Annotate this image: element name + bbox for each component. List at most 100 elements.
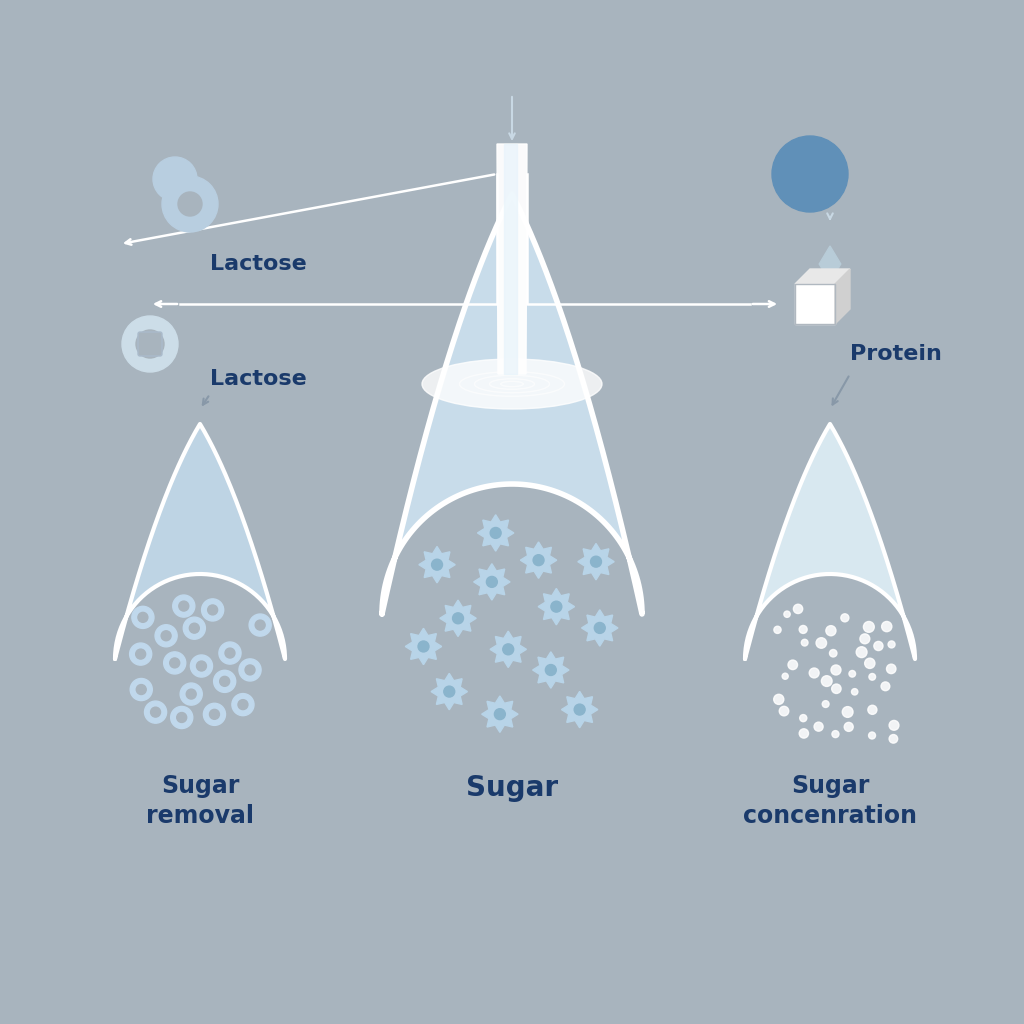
Circle shape: [486, 577, 498, 588]
Circle shape: [183, 617, 206, 639]
Polygon shape: [578, 544, 614, 580]
Polygon shape: [532, 652, 569, 688]
Circle shape: [574, 705, 585, 715]
Circle shape: [802, 639, 808, 646]
Circle shape: [821, 676, 833, 686]
Circle shape: [495, 709, 505, 720]
Polygon shape: [497, 144, 527, 374]
Circle shape: [843, 707, 853, 718]
Circle shape: [130, 643, 152, 666]
Circle shape: [161, 631, 171, 641]
Circle shape: [844, 722, 853, 731]
Polygon shape: [795, 284, 835, 324]
Circle shape: [219, 642, 241, 665]
Circle shape: [830, 665, 841, 675]
Circle shape: [418, 641, 429, 652]
Circle shape: [136, 330, 164, 358]
Circle shape: [774, 694, 783, 705]
Circle shape: [162, 176, 218, 232]
Circle shape: [136, 685, 146, 694]
Circle shape: [546, 665, 556, 676]
Circle shape: [829, 649, 837, 657]
Circle shape: [864, 658, 874, 669]
Circle shape: [809, 668, 819, 678]
Polygon shape: [419, 547, 456, 583]
Circle shape: [788, 660, 798, 670]
Circle shape: [860, 634, 869, 644]
Circle shape: [534, 555, 544, 565]
Circle shape: [594, 623, 605, 634]
Polygon shape: [490, 631, 526, 668]
Circle shape: [255, 621, 265, 630]
Circle shape: [849, 671, 856, 677]
Circle shape: [132, 606, 154, 629]
Polygon shape: [382, 194, 642, 614]
Circle shape: [782, 673, 788, 679]
Polygon shape: [474, 563, 510, 600]
Circle shape: [822, 700, 829, 708]
Circle shape: [220, 677, 229, 686]
Polygon shape: [835, 269, 850, 324]
Circle shape: [852, 688, 858, 695]
Circle shape: [863, 622, 874, 633]
Circle shape: [591, 556, 601, 567]
Circle shape: [171, 707, 193, 728]
Circle shape: [122, 316, 178, 372]
Circle shape: [856, 647, 867, 657]
Circle shape: [138, 612, 147, 623]
Circle shape: [245, 665, 255, 675]
Polygon shape: [795, 269, 850, 284]
Circle shape: [225, 648, 234, 658]
Circle shape: [816, 638, 826, 648]
Circle shape: [873, 641, 883, 650]
Circle shape: [453, 612, 464, 624]
Circle shape: [190, 655, 213, 677]
Polygon shape: [745, 424, 915, 659]
Circle shape: [155, 625, 177, 647]
Circle shape: [799, 626, 807, 634]
Circle shape: [831, 684, 841, 693]
Circle shape: [197, 662, 207, 671]
Polygon shape: [819, 246, 841, 282]
Circle shape: [186, 689, 197, 699]
Circle shape: [144, 701, 167, 723]
Circle shape: [814, 722, 823, 731]
Circle shape: [189, 624, 200, 633]
Polygon shape: [582, 609, 617, 646]
Text: Lactose: Lactose: [210, 369, 307, 389]
Text: Protein: Protein: [850, 344, 942, 364]
Circle shape: [551, 601, 562, 612]
Polygon shape: [406, 629, 441, 665]
Circle shape: [130, 679, 153, 700]
Polygon shape: [431, 674, 468, 710]
Circle shape: [170, 658, 179, 668]
Circle shape: [825, 626, 836, 636]
Circle shape: [882, 622, 892, 632]
Circle shape: [204, 703, 225, 725]
Circle shape: [889, 721, 899, 730]
Text: Sugar
removal: Sugar removal: [146, 774, 254, 827]
Circle shape: [208, 605, 218, 614]
Circle shape: [889, 734, 898, 743]
Circle shape: [881, 682, 890, 691]
Circle shape: [238, 699, 248, 710]
Circle shape: [177, 713, 186, 723]
Circle shape: [431, 559, 442, 570]
Polygon shape: [440, 600, 476, 637]
Circle shape: [153, 157, 197, 201]
Polygon shape: [520, 542, 557, 579]
Ellipse shape: [422, 359, 602, 409]
Polygon shape: [115, 424, 285, 659]
Circle shape: [869, 674, 876, 680]
Polygon shape: [539, 589, 574, 625]
Circle shape: [151, 708, 161, 717]
Circle shape: [503, 644, 514, 654]
Circle shape: [173, 595, 195, 617]
Circle shape: [868, 732, 876, 739]
Circle shape: [887, 665, 896, 674]
FancyBboxPatch shape: [138, 332, 162, 356]
Circle shape: [136, 649, 145, 659]
Circle shape: [841, 613, 849, 622]
Circle shape: [249, 614, 271, 636]
Polygon shape: [504, 144, 517, 374]
